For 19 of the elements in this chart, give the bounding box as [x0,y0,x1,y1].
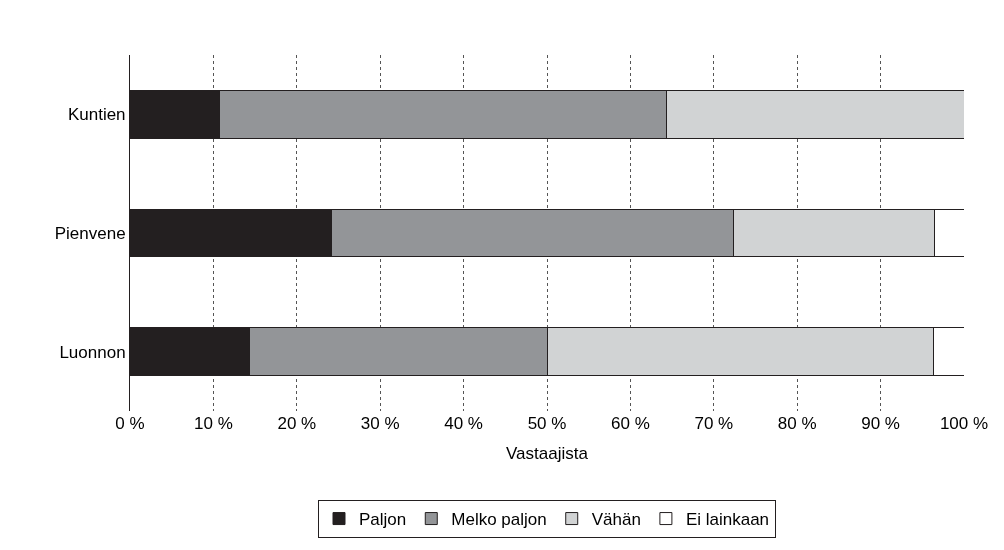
x-tick-label: 50 % [527,414,567,433]
y-tick-label: Pienvene [54,223,126,243]
x-tick-label: 40 % [444,414,483,433]
x-tick-label: 80 % [777,414,817,433]
legend-label: Melko paljon [451,510,547,530]
x-tick-label: 0 % [115,414,145,433]
x-axis-title: Vastaajista [506,444,589,464]
x-tick-label: 20 % [277,414,317,433]
legend-label: Paljon [359,510,407,530]
x-tick-label: 70 % [694,414,734,433]
y-tick-label: Kuntien [67,105,126,125]
x-tick-label: 90 % [861,414,900,433]
x-tick-label: 30 % [360,414,400,433]
legend-label: Ei lainkaan [685,510,770,530]
x-tick-label: 10 % [194,414,233,433]
y-tick-label: Luonnon [59,342,126,362]
x-tick-label: 100 % [939,414,989,433]
legend-label: Vähän [591,510,641,530]
x-tick-label: 60 % [611,414,650,433]
